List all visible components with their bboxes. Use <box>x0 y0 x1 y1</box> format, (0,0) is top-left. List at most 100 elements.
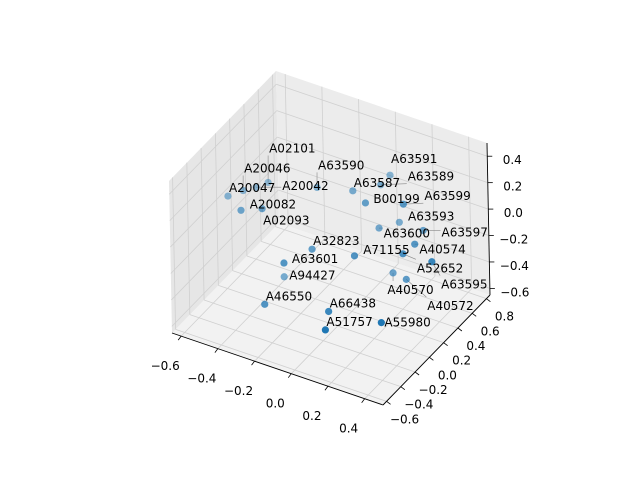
x-tick-mark <box>214 348 219 353</box>
data-point <box>411 240 419 248</box>
grid-line-z <box>278 216 490 289</box>
z-tick-label: −0.6 <box>500 285 529 299</box>
point-label: A63597 <box>441 225 487 239</box>
point-label: A63595 <box>441 278 487 292</box>
grid-line-x <box>358 99 362 252</box>
data-point <box>239 186 247 195</box>
data-point <box>350 252 359 260</box>
point-label: A46550 <box>266 289 312 303</box>
grid-line-y <box>186 162 191 315</box>
x-tick-mark <box>251 360 255 366</box>
data-point <box>389 269 397 277</box>
data-point <box>258 205 266 213</box>
grid-line-z <box>276 110 488 184</box>
data-point <box>395 218 403 226</box>
point-label: A63589 <box>408 170 454 184</box>
grid-line-y <box>275 226 487 300</box>
data-point <box>280 273 288 281</box>
z-tick-label: 0.2 <box>503 180 522 194</box>
grid-line-x <box>468 136 473 289</box>
point-label: A20047 <box>229 181 275 195</box>
grid-line-y <box>257 89 262 242</box>
y-tick-mark <box>471 313 477 317</box>
data-point <box>399 250 407 258</box>
data-point <box>224 192 232 200</box>
z-tick-label: −0.4 <box>500 259 529 273</box>
point-label: A55980 <box>384 315 430 329</box>
grid-line-y <box>203 299 416 373</box>
point-label: A63600 <box>384 227 430 241</box>
grid-line-y <box>243 103 248 257</box>
point-label: A63599 <box>424 189 470 203</box>
point-label: A40570 <box>387 283 433 297</box>
data-point <box>237 206 245 214</box>
point-label: A20082 <box>250 197 296 211</box>
point-label: A63591 <box>391 152 437 166</box>
data-points <box>224 171 436 334</box>
grid-line-z <box>277 163 489 236</box>
data-point <box>428 258 436 266</box>
grid-line-z <box>277 136 489 210</box>
x-tick-label: 0.0 <box>266 397 285 411</box>
point-label: A94427 <box>289 269 335 283</box>
x-tick-label: 0.4 <box>339 422 358 436</box>
grid-line-y <box>246 255 459 329</box>
y-tick-mark <box>386 401 391 405</box>
point-label: A63590 <box>318 158 364 172</box>
data-point <box>264 178 272 187</box>
z-tick-label: 0.0 <box>504 206 523 220</box>
data-point <box>280 259 288 267</box>
grid-line-y <box>218 284 430 358</box>
tick-labels: −0.6−0.4−0.20.00.20.4−0.6−0.4−0.20.00.20… <box>151 153 530 436</box>
data-point <box>402 275 410 283</box>
grid-line-x <box>321 86 326 239</box>
point-label: A02101 <box>269 141 315 155</box>
data-point <box>377 181 385 189</box>
grid-line-y <box>261 240 473 314</box>
grid-line-z <box>168 83 277 195</box>
y-tick-label: 0.6 <box>481 324 500 338</box>
point-label: A63601 <box>292 252 338 266</box>
x-tick-label: −0.6 <box>151 359 180 373</box>
grid-line-x <box>394 111 399 264</box>
y-tick-mark <box>429 357 434 361</box>
data-point <box>261 300 269 308</box>
grid-line-y <box>172 177 176 330</box>
x-tick-mark <box>361 398 365 403</box>
z-tick-label: 0.4 <box>503 153 522 167</box>
grid-line-y <box>175 328 387 402</box>
label-leader-line <box>406 279 427 298</box>
data-point <box>386 171 394 179</box>
y-tick-mark <box>443 342 448 346</box>
y-tick-label: 0.2 <box>452 354 471 368</box>
grid-line-z <box>276 83 488 157</box>
point-label: A63587 <box>354 176 400 190</box>
grid-line-y <box>189 314 401 388</box>
point-label: A40574 <box>419 243 465 257</box>
data-point <box>399 200 407 208</box>
y-tick-mark <box>414 371 420 376</box>
point-label: A63593 <box>408 209 454 223</box>
point-label: A32823 <box>313 234 359 248</box>
y-tick-label: 0.0 <box>438 368 457 382</box>
grid-line-y <box>272 74 276 227</box>
y-tick-label: 0.4 <box>466 339 485 353</box>
z-axis-line <box>486 142 491 296</box>
grid-line-z <box>170 136 278 248</box>
point-label: A20046 <box>244 162 290 176</box>
point-label: A71155 <box>363 243 409 257</box>
point-labels: A20047 A20046 A20042 A02101 A20082 A02093 A635… <box>229 141 488 329</box>
point-label: A52652 <box>417 261 463 275</box>
data-point <box>308 245 316 253</box>
grid-line-y <box>214 133 219 286</box>
y-tick-mark <box>486 298 491 302</box>
grid-line-z <box>171 216 280 327</box>
x-tick-label: −0.4 <box>187 372 216 386</box>
x-tick-mark <box>324 385 329 391</box>
grid-line-x <box>284 74 289 227</box>
grid-line-x <box>431 124 436 277</box>
point-label: A66438 <box>330 296 376 310</box>
point-label: A02093 <box>263 214 309 228</box>
y-tick-mark <box>457 327 463 332</box>
data-point <box>349 187 357 195</box>
